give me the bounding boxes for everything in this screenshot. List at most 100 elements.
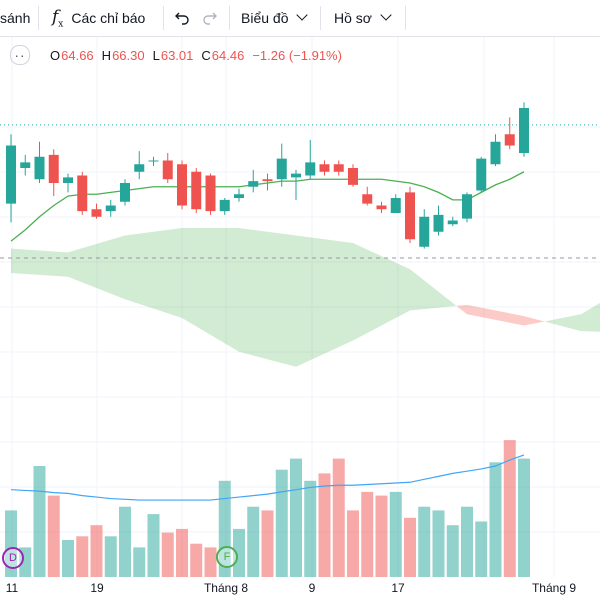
volume-bar [361,491,374,577]
candle-body [205,175,216,212]
chevron-down-icon [380,9,392,21]
candle-body [376,205,387,210]
top-toolbar: sánh fx Các chỉ báo Biểu đồ Hồ sơ [0,0,600,37]
redo-button[interactable] [202,0,218,36]
candle-body [519,108,529,153]
candle-body [405,192,415,240]
volume-bar [62,540,74,577]
toolbar-divider [405,6,406,30]
close-value: 64.46 [211,47,245,63]
candle-body [262,179,273,182]
function-icon: fx [52,6,64,30]
candle-body [20,162,31,168]
volume-bar [275,469,288,577]
volume-bar [161,532,174,577]
low-key: L [152,47,160,63]
volume-bar [446,525,459,577]
ichimoku-cloud [11,228,600,367]
candle-body [148,160,159,162]
candle-body [6,145,16,204]
candle-body [319,164,330,172]
bearish-cloud [456,304,545,326]
volume-bar [104,536,117,577]
candle-body [248,181,259,187]
dividend-marker-label: D [9,552,17,564]
chart-menu-button[interactable]: Biểu đồ [241,0,309,36]
volume-bar [190,543,203,577]
undo-button[interactable] [174,0,190,36]
indicators-button[interactable]: fx Các chỉ báo [52,0,145,36]
candle-body [77,175,88,212]
volume-bar [475,521,488,577]
candle-body [333,164,344,172]
price-chart[interactable] [0,37,600,600]
volume-bar [404,517,416,577]
volume-bar [332,458,345,577]
candle-body [291,173,301,178]
compare-button[interactable]: sánh [0,0,30,36]
earnings-marker[interactable]: F [216,546,238,568]
x-axis-label: Tháng 8 [203,581,249,595]
volume-ma [10,454,525,501]
low-value: 63.01 [160,47,194,63]
chart-menu-label: Biểu đồ [241,10,289,26]
candle-body [490,141,501,165]
x-axis-label: 17 [391,581,405,595]
dividend-marker[interactable]: D [2,547,24,569]
redo-icon [203,12,217,25]
volume-bar [290,458,302,577]
candle-body [305,162,316,176]
x-axis-label: 11 [5,581,19,595]
toolbar-divider [38,6,39,30]
volume-bar [518,458,530,577]
profile-menu-label: Hồ sơ [334,10,372,26]
x-axis-label: Tháng 9 [531,581,577,595]
volume-bar [119,506,131,577]
profile-menu-button[interactable]: Hồ sơ [334,0,392,36]
toolbar-divider [320,6,321,30]
bullish-cloud [11,228,457,367]
high-value: 66.30 [112,47,145,63]
candle-body [63,177,73,183]
candle-body [191,171,202,210]
close-key: C [201,47,211,63]
candle-body [91,209,102,217]
volume-bar [389,491,402,577]
volume-bar [47,495,60,577]
volume-bar [418,506,431,577]
undo-icon [175,12,189,25]
x-axis-label: 9 [308,581,316,595]
candle-body [34,156,45,180]
volume-bar [304,480,317,577]
volume-bar [503,440,516,577]
volume-bar [489,462,502,577]
candle-body [234,194,244,198]
volume-bar [347,510,359,577]
collapse-legend-button[interactable]: ·· [10,45,30,65]
volume-bar [133,547,146,577]
open-key: O [50,47,61,63]
earnings-marker-label: F [223,551,231,563]
volume-bars [5,440,530,577]
volume-bar [247,506,260,577]
chevron-down-icon [296,9,309,21]
candle-body [447,220,458,225]
toolbar-divider [163,6,164,30]
candle-body [276,158,287,180]
ohlc-legend: ·· O 64.66 H 66.30 L 63.01 C 64.46 −1.26… [10,44,350,66]
candle-body [219,199,230,212]
volume-bar [432,510,445,577]
compare-label: sánh [0,10,31,26]
change-value: −1.26 (−1.91%) [252,47,342,63]
candle-body [120,183,130,202]
candles [6,102,529,249]
candle-body [134,164,145,172]
toolbar-divider [229,6,230,30]
volume-bar [76,536,89,577]
price-lines [0,124,600,259]
volume-ma-line [10,454,525,501]
candle-body [433,214,444,232]
candle-body [48,154,59,183]
candle-body [476,158,487,191]
volume-bar [33,466,46,577]
